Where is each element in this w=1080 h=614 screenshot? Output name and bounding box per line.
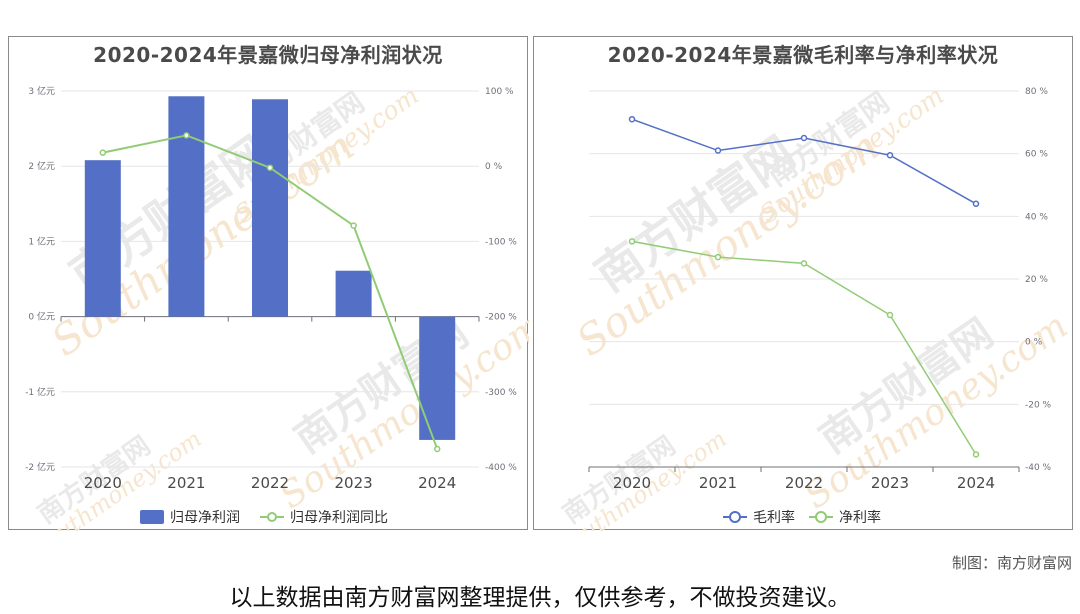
x-tick-label: 2024 bbox=[418, 474, 456, 492]
chart-panel-net-profit: 南方财富网 Southmoney.com 南方财富网 Southmoney.com 南方… bbox=[8, 36, 529, 531]
y-left-tick-label: 2 亿元 bbox=[28, 160, 55, 172]
x-tick-label: 2023 bbox=[871, 474, 909, 492]
series-1-point-2020 bbox=[628, 238, 636, 245]
chart-panel-margins: 南方财富网 Southmoney.com 南方财富网 Southmoney.com 南方… bbox=[533, 36, 1074, 531]
chart-title: 2020-2024年景嘉微毛利率与净利率状况 bbox=[607, 43, 999, 67]
legend-swatch-marker bbox=[729, 511, 741, 523]
yoy-point-2022 bbox=[266, 164, 274, 171]
series-1-point-2021 bbox=[714, 253, 722, 261]
chart-legend: 毛利率 净利率 bbox=[723, 509, 881, 526]
x-tick-label: 2021 bbox=[167, 474, 205, 492]
series-0-point-2020 bbox=[628, 115, 636, 123]
legend-swatch-marker bbox=[267, 512, 277, 522]
bar-series bbox=[84, 96, 456, 440]
series-0-point-2024 bbox=[972, 200, 980, 208]
chart-legend: 归母净利润 归母净利润同比 bbox=[140, 509, 388, 526]
legend-swatch-marker bbox=[815, 511, 827, 523]
x-tick-label: 2021 bbox=[699, 474, 737, 492]
disclaimer-text: 以上数据由南方财富网整理提供，仅供参考，不做投资建议。 bbox=[229, 585, 851, 611]
series-0-point-2022 bbox=[800, 134, 808, 142]
series-1-point-2023 bbox=[886, 311, 894, 319]
y-right-tick-label: 0 % bbox=[1025, 338, 1043, 348]
y-right-tick-label: -40 % bbox=[1025, 463, 1052, 473]
series-1-point-2022 bbox=[800, 260, 808, 267]
yoy-point-2021 bbox=[183, 132, 190, 139]
legend-label: 归母净利润同比 bbox=[290, 509, 388, 526]
legend-label: 毛利率 bbox=[753, 509, 795, 526]
legend-label: 归母净利润 bbox=[170, 509, 240, 526]
gridlines bbox=[588, 90, 1020, 472]
bar-2022 bbox=[252, 99, 288, 317]
y-right-tick-label: -400 % bbox=[485, 463, 517, 473]
x-tick-label: 2020 bbox=[84, 474, 122, 492]
y-right-tick-label: 60 % bbox=[1025, 150, 1048, 160]
x-tick-label: 2022 bbox=[785, 474, 823, 492]
legend-label: 净利率 bbox=[839, 509, 881, 526]
line-series bbox=[628, 115, 980, 458]
y-right-tick-label: 0 % bbox=[485, 162, 503, 172]
watermark-layer: 南方财富网Southmoney.com南方财富网Southmoney.com南方… bbox=[550, 81, 1074, 531]
bar-2024 bbox=[419, 316, 456, 440]
yoy-point-2023 bbox=[350, 222, 357, 229]
bar-2020 bbox=[84, 160, 121, 317]
y-right-tick-label: -300 % bbox=[485, 388, 517, 398]
y-left-tick-label: 1 亿元 bbox=[28, 235, 55, 247]
x-tick-label: 2023 bbox=[335, 474, 373, 492]
legend-swatch-bar bbox=[140, 510, 164, 524]
y-left-tick-label: 3 亿元 bbox=[28, 85, 55, 97]
yoy-point-2020 bbox=[99, 149, 107, 156]
y-right-tick-label: -100 % bbox=[485, 237, 517, 247]
bar-2023 bbox=[335, 270, 372, 317]
x-tick-label: 2020 bbox=[613, 474, 651, 492]
net-profit-chart-svg: 南方财富网Southmoney.com南方财富网Southmoney.com南方… bbox=[25, 81, 529, 531]
series-0-point-2021 bbox=[714, 147, 722, 154]
y-right-tick-label: -20 % bbox=[1025, 400, 1052, 410]
bar-2021 bbox=[168, 96, 205, 317]
axis-labels: 80 % 60 % 40 % 20 % 0 % -20 % -40 % 2020 2021 202… bbox=[613, 87, 1052, 492]
y-right-tick-label: 20 % bbox=[1025, 275, 1048, 285]
y-left-tick-label: -2 亿元 bbox=[25, 461, 55, 473]
y-left-tick-label: -1 亿元 bbox=[25, 386, 55, 398]
chart-title: 2020-2024年景嘉微归母净利润状况 bbox=[93, 43, 443, 67]
margin-chart-svg: 南方财富网Southmoney.com南方财富网Southmoney.com南方… bbox=[550, 81, 1074, 531]
y-right-tick-label: 100 % bbox=[485, 87, 514, 97]
y-right-tick-label: -200 % bbox=[485, 313, 517, 323]
x-tick-label: 2022 bbox=[251, 474, 289, 492]
axis-labels: 3 亿元 100 % 2 亿元 0 % 1 亿元 -100 % 0 亿元 -200 % -1 亿… bbox=[25, 85, 517, 492]
yoy-point-2024 bbox=[433, 445, 441, 453]
y-left-tick-label: 0 亿元 bbox=[28, 311, 55, 323]
chart-credit: 制图：南方财富网 bbox=[951, 554, 1072, 572]
y-right-tick-label: 40 % bbox=[1025, 212, 1048, 222]
series-1-point-2024 bbox=[972, 451, 980, 458]
line-series bbox=[99, 132, 441, 453]
series-0-point-2023 bbox=[886, 151, 894, 159]
x-tick-label: 2024 bbox=[957, 474, 995, 492]
y-right-tick-label: 80 % bbox=[1025, 87, 1048, 97]
